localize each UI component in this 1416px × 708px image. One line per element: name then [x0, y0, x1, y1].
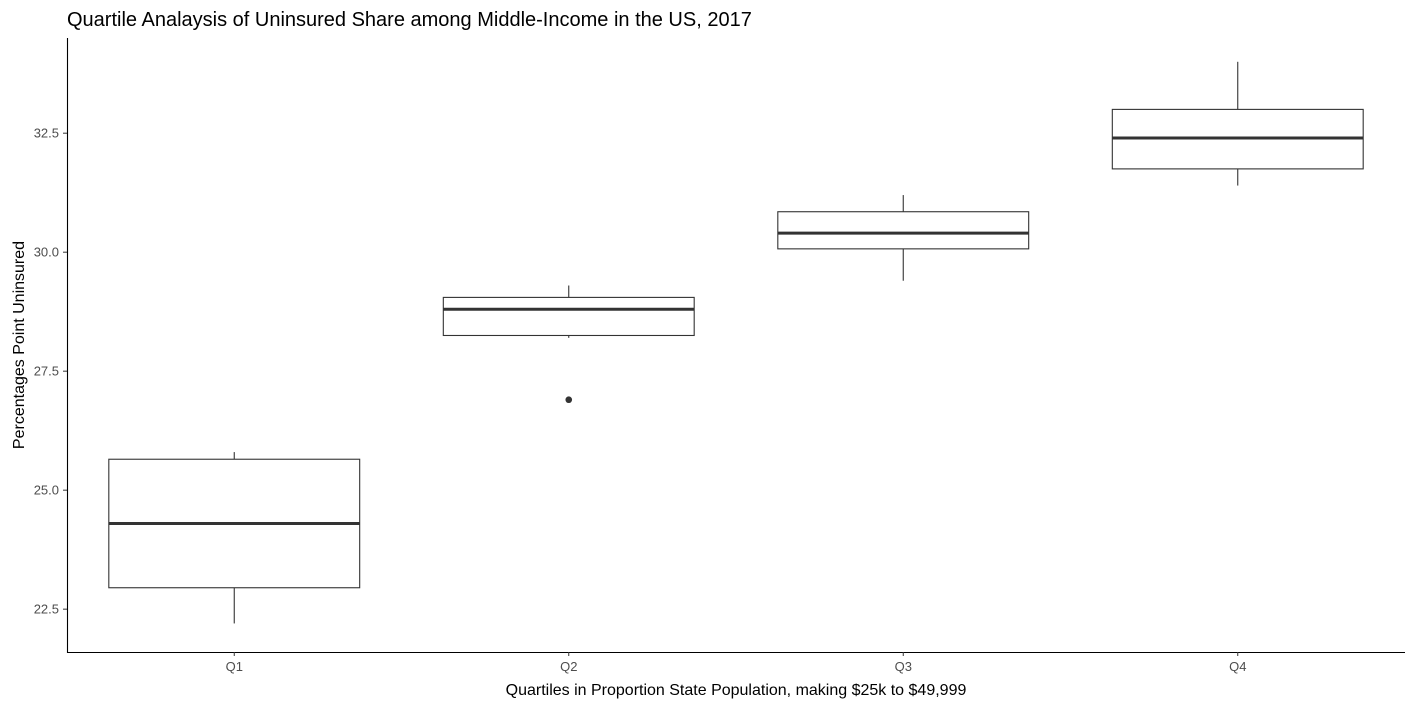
box-q3 — [777, 195, 1030, 281]
x-axis-ticks: Q1 Q2 Q3 Q4 — [226, 652, 1246, 674]
chart-title: Quartile Analaysis of Uninsured Share am… — [67, 9, 752, 31]
y-tick-label: 27.5 — [34, 364, 59, 379]
x-tick-label: Q2 — [560, 659, 577, 674]
y-axis-ticks: 22.5 25.0 27.5 30.0 32.5 — [34, 126, 67, 617]
x-axis-title: Quartiles in Proportion State Population… — [506, 682, 967, 699]
y-tick-label: 30.0 — [34, 245, 59, 260]
outlier-point — [565, 396, 573, 404]
y-tick-label: 32.5 — [34, 126, 59, 141]
box-q2 — [442, 285, 695, 404]
box-q1 — [108, 452, 361, 624]
box-series — [108, 61, 1364, 624]
interquartile-box — [442, 296, 695, 337]
y-tick-label: 22.5 — [34, 602, 59, 617]
x-tick-label: Q3 — [895, 659, 912, 674]
box-q4 — [1111, 61, 1364, 186]
y-axis-title: Percentages Point Uninsured — [11, 241, 28, 449]
interquartile-box — [777, 211, 1030, 250]
y-tick-label: 25.0 — [34, 483, 59, 498]
x-tick-label: Q4 — [1229, 659, 1246, 674]
x-tick-label: Q1 — [226, 659, 243, 674]
plot-area: 22.5 25.0 27.5 30.0 32.5 Q1 Q2 Q3 Q4 — [34, 38, 1405, 674]
